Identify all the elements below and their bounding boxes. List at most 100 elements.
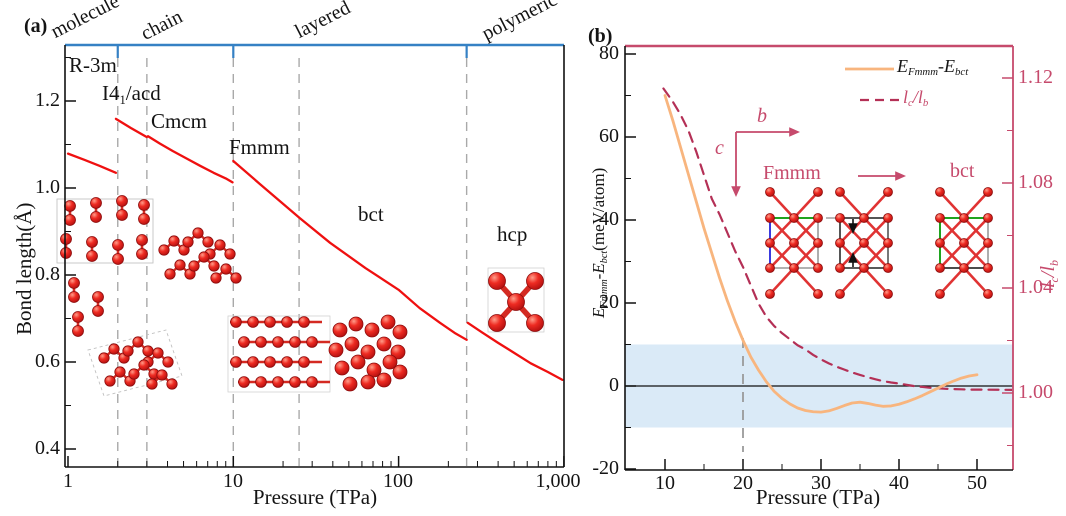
molecule-atom: [72, 325, 84, 337]
b-left-axis-title: EFmmm-Ebct(meV/atom): [589, 167, 611, 318]
molecule-atom: [281, 356, 293, 368]
intermediate-structure-atom: [883, 213, 893, 223]
fmmm-structure-bond: [793, 267, 819, 295]
b-left-axis-title-unit: (meV/atom): [589, 167, 608, 251]
legend-energy-sub2: bct: [955, 66, 969, 79]
bct-structure-atom: [983, 213, 993, 223]
molecule-atom: [138, 199, 150, 211]
molecule-atom: [98, 352, 110, 364]
bct-cluster-atom: [328, 342, 344, 358]
arrow-head: [895, 171, 906, 181]
molecule-atom: [272, 336, 284, 348]
a-ytick-0_4: 0.4: [35, 437, 60, 459]
fmmm-structure-atom: [813, 289, 823, 299]
bct-structure-bond: [963, 191, 989, 219]
b-right-axis-title-subb: b: [1046, 259, 1061, 266]
legend-ratio-l2: /l: [912, 87, 923, 107]
bct-structure-atom: [983, 238, 993, 248]
molecule-atom: [162, 356, 174, 368]
legend-energy-sub1: Fmmm: [908, 66, 938, 79]
intermediate-structure-atom: [835, 263, 845, 273]
hcp-inset-box: [487, 267, 545, 333]
molecule-atom: [156, 369, 168, 381]
b-ltick-60: 60: [599, 125, 619, 147]
hcp-atom: [526, 272, 544, 290]
molecule-atom: [230, 272, 242, 284]
molecule-atom: [164, 268, 176, 280]
molecule-atom: [116, 209, 128, 221]
phase-label-i41acd: I41/acd: [102, 81, 161, 107]
bct-cluster-atom: [376, 336, 392, 352]
molecule-atom: [198, 251, 210, 263]
phase-label-fmmm: Fmmm: [229, 135, 290, 159]
intermediate-structure-atom: [859, 238, 869, 248]
a-xtick-1000: 1,000: [535, 470, 581, 492]
molecule-atom: [166, 378, 178, 390]
fmmm-structure-bond: [793, 242, 819, 269]
bct-structure-atom: [959, 263, 969, 273]
molecule-atom: [158, 244, 170, 256]
molecule-atom: [220, 263, 232, 275]
molecule-atom: [182, 236, 194, 248]
molecule-atom: [142, 345, 154, 357]
intermediate-structure-atom: [835, 238, 845, 248]
molecule-atom: [210, 272, 222, 284]
molecule-atom: [247, 356, 259, 368]
legend-energy-E2: -E: [938, 56, 955, 76]
arrow-head: [731, 186, 741, 197]
r3m-inset-box: [56, 198, 154, 264]
arrow-head: [789, 127, 800, 137]
molecule-atom: [60, 247, 72, 259]
fmmm-structure-bond: [793, 191, 819, 219]
b-right-axis-title-l1: l: [1037, 282, 1059, 288]
bct-structure-atom: [935, 263, 945, 273]
ratio-curve: [662, 87, 1012, 391]
b-rtick-1_12: 1.12: [1018, 66, 1053, 88]
molecule-atom: [138, 359, 150, 371]
molecule-atom: [146, 378, 158, 390]
bct-structure-atom: [935, 238, 945, 248]
molecule-atom: [138, 213, 150, 225]
a-ytick-1_0: 1.0: [35, 176, 60, 198]
molecule-atom: [224, 248, 236, 260]
intermediate-structure-bond: [839, 267, 865, 295]
molecule-atom: [72, 311, 84, 323]
bct-structure-atom: [935, 187, 945, 197]
b-xtick-20: 20: [733, 472, 753, 494]
fmmm-structure-atom: [765, 289, 775, 299]
b-left-axis-title-sub1: Fmmm: [599, 279, 611, 308]
bct-structure-bond: [939, 267, 965, 295]
b-inset-label-fmmm: Fmmm: [763, 162, 821, 184]
phase-label-r3m: R-3m: [69, 53, 117, 77]
arrow-head: [848, 252, 858, 263]
molecule-atom: [208, 260, 220, 272]
b-right-axis-title-l2: /l: [1037, 265, 1059, 278]
molecule-atom: [188, 260, 200, 272]
molecule-atom: [281, 316, 293, 328]
b-ltick-40: 40: [599, 208, 619, 230]
molecule-atom: [64, 214, 76, 226]
molecule-atom: [132, 336, 144, 348]
arrow-head: [848, 223, 858, 234]
a-xtick-1: 1: [63, 470, 73, 492]
bct-structure-bond: [963, 267, 989, 295]
intermediate-structure-atom: [835, 289, 845, 299]
a-y-axis-title: Bond length(Å): [12, 202, 36, 335]
molecule-atom: [264, 356, 276, 368]
phase-label-i41acd-post: /acd: [125, 81, 161, 105]
a-xtick-100: 100: [383, 470, 413, 492]
bct-cluster-atom: [360, 374, 376, 390]
bond-length-curve-Fmmm-bct: [232, 159, 468, 341]
molecule-atom: [289, 336, 301, 348]
molecule-atom: [104, 375, 116, 387]
molecule-atom: [298, 356, 310, 368]
fmmm-structure-atom: [789, 213, 799, 223]
bct-structure-bond: [963, 242, 989, 269]
bct-cluster-atom: [348, 316, 364, 332]
molecule-atom: [136, 248, 148, 260]
hcp-atom: [507, 293, 525, 311]
molecule-atom: [264, 316, 276, 328]
a-ytick-1_2: 1.2: [35, 89, 60, 111]
molecule-atom: [112, 239, 124, 251]
molecule-atom: [64, 200, 76, 212]
